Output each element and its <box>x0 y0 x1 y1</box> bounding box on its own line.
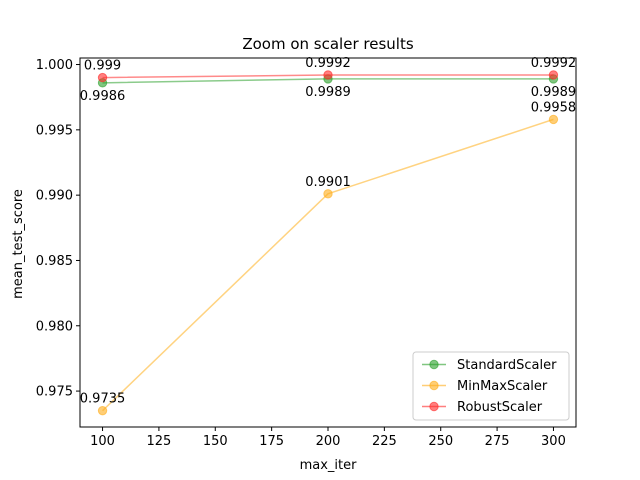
legend-entry-label: RobustScaler <box>457 400 543 415</box>
chart-title: Zoom on scaler results <box>242 35 413 53</box>
y-tick-label: 0.980 <box>36 319 73 334</box>
x-axis: 100 125 150 175 200 225 250 275 300 <box>90 427 566 449</box>
x-tick-label: 125 <box>146 434 171 449</box>
y-tick-label: 0.975 <box>36 385 73 400</box>
y-axis-label: mean_test_score <box>11 189 26 299</box>
data-point <box>548 70 559 80</box>
x-tick-label: 200 <box>316 434 341 449</box>
series-layer <box>97 70 559 416</box>
x-tick-label: 150 <box>203 434 228 449</box>
x-tick-label: 300 <box>541 434 566 449</box>
data-label: 0.9992 <box>305 56 351 71</box>
y-tick-label: 0.990 <box>36 189 73 204</box>
data-label: 0.9958 <box>531 100 577 115</box>
x-tick-label: 275 <box>485 434 510 449</box>
y-tick-label: 0.995 <box>36 123 73 138</box>
data-label: 0.9989 <box>305 85 351 100</box>
x-tick-label: 250 <box>428 434 453 449</box>
data-label: 0.9989 <box>531 85 577 100</box>
data-point <box>323 189 333 199</box>
data-point <box>323 70 333 80</box>
y-tick-label: 0.985 <box>36 254 73 269</box>
y-axis: 0.975 0.980 0.985 0.990 0.995 1.000 <box>36 58 80 400</box>
data-label: 0.9992 <box>531 56 577 71</box>
data-label-layer: 0.9986 0.9989 0.9989 0.9735 0.9901 0.9958 0.99… <box>80 56 576 407</box>
legend-swatch-marker <box>429 359 439 370</box>
x-tick-label: 100 <box>90 434 115 449</box>
data-point <box>548 114 559 125</box>
legend-entry-label: MinMaxScaler <box>457 379 548 394</box>
x-axis-label: max_iter <box>300 458 358 473</box>
data-label: 0.999 <box>84 59 121 74</box>
x-tick-label: 175 <box>259 434 284 449</box>
legend-box <box>412 351 570 421</box>
data-label: 0.9735 <box>80 392 126 407</box>
x-tick-label: 225 <box>372 434 397 449</box>
legend-entry-label: StandardScaler <box>457 358 557 373</box>
y-tick-label: 1.000 <box>36 58 73 73</box>
data-point <box>97 405 108 416</box>
data-label: 0.9986 <box>80 89 126 104</box>
legend: StandardScaler MinMaxScaler RobustScaler <box>412 351 570 421</box>
legend-swatch-marker <box>429 380 439 391</box>
data-label: 0.9901 <box>305 175 351 190</box>
legend-swatch-marker <box>429 401 439 412</box>
data-point <box>97 72 108 83</box>
